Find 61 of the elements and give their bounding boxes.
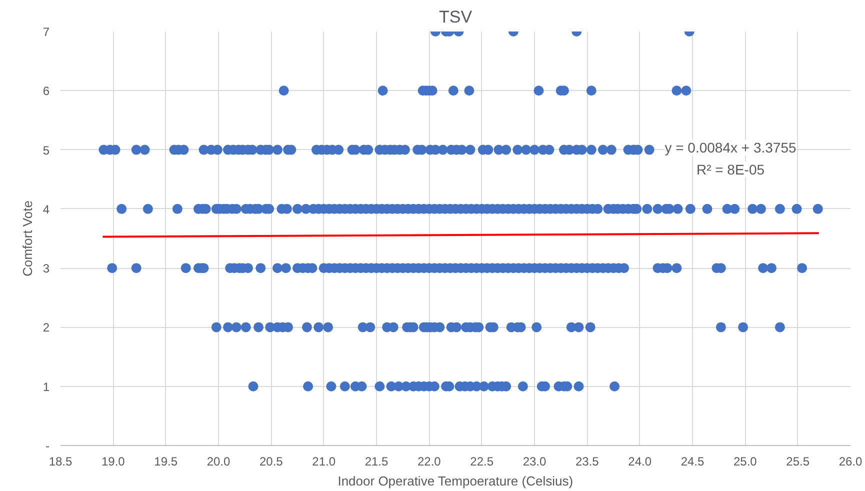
annotation: y = 0.0084x + 3.3755 (664, 140, 796, 156)
y-axis-title: Comfort Vote (20, 200, 35, 276)
x-tick-label: 18.5 (48, 454, 73, 468)
point (464, 86, 474, 96)
point (302, 322, 312, 332)
point (532, 322, 542, 332)
chart-title: TSV (438, 8, 473, 26)
y-tick-label: 1 (42, 380, 50, 394)
point (374, 381, 385, 392)
point (478, 381, 489, 392)
point (248, 381, 258, 392)
point (610, 381, 620, 392)
x-tick-label: 21.0 (312, 454, 336, 468)
y-tick-label: 5 (42, 143, 50, 158)
point (534, 86, 544, 96)
point (774, 322, 785, 332)
point (365, 322, 376, 332)
point (574, 381, 584, 392)
point (254, 322, 264, 332)
x-tick-label: 19.0 (101, 454, 126, 468)
x-tick-label: 20.0 (206, 454, 231, 468)
x-axis-title: Indoor Operative Tempoerature (Celsius) (338, 474, 574, 488)
y-tick-label: 4 (42, 202, 50, 216)
point (314, 322, 324, 332)
x-tick-label: 19.5 (154, 454, 178, 468)
x-tick-label: 25.0 (733, 454, 758, 468)
point (574, 322, 584, 332)
point (585, 322, 596, 332)
point (323, 322, 334, 332)
point (518, 381, 528, 392)
x-tick-label: 23.0 (522, 454, 547, 468)
y-tick-label: 2 (42, 320, 50, 335)
point (231, 322, 242, 332)
x-tick-label: 23.5 (575, 454, 600, 468)
x-tick-label: 24.5 (680, 454, 705, 468)
x-tick-label: 24.0 (628, 454, 652, 468)
point (222, 322, 233, 332)
x-tick-label: 20.5 (259, 454, 284, 468)
point (448, 86, 458, 96)
point (326, 381, 336, 392)
y-tick-label: 7 (42, 25, 50, 39)
x-tick-label: 21.5 (364, 454, 389, 468)
point (586, 86, 596, 96)
point (211, 322, 222, 332)
y-tick-label: 6 (42, 84, 50, 98)
point (716, 322, 726, 332)
y-tick-label: 3 (42, 262, 50, 276)
x-tick-label: 25.5 (786, 454, 810, 468)
point (681, 86, 692, 96)
point (278, 86, 289, 96)
x-tick-label: 26.0 (838, 454, 863, 468)
point (672, 86, 682, 96)
point (738, 322, 748, 332)
x-tick-label: 22.5 (470, 454, 494, 468)
point (240, 322, 251, 332)
point (303, 381, 314, 392)
y-tick-label: - (46, 439, 50, 453)
x-tick-label: 22.0 (417, 454, 442, 468)
annotation: R² = 8E-05 (696, 162, 765, 178)
point (340, 381, 350, 392)
point (378, 86, 388, 96)
